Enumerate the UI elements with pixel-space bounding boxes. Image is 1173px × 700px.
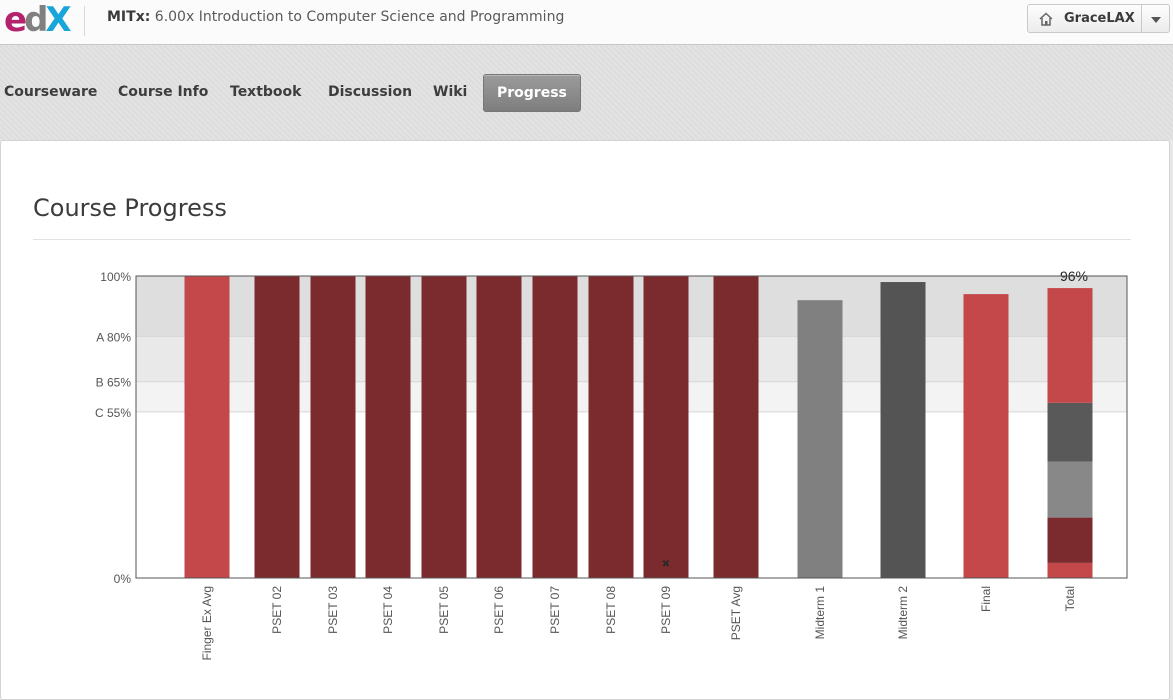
x-tick-label: Final: [979, 586, 993, 612]
total-bar-segment: [1047, 288, 1093, 403]
logo-d: d: [24, 0, 48, 40]
edx-logo[interactable]: edX: [4, 0, 72, 40]
total-bar-segment: [1047, 517, 1093, 563]
title-divider: [33, 239, 1131, 240]
x-tick-label: PSET 06: [492, 586, 506, 634]
bar-pset-08: [588, 276, 634, 578]
y-tick-label: B 65%: [96, 376, 132, 390]
x-tick-label: PSET 03: [326, 586, 340, 634]
x-tick-label: PSET 05: [437, 586, 451, 634]
logo-e: e: [4, 0, 27, 40]
x-tick-label: PSET 09: [659, 586, 673, 634]
bar-pset-avg: [713, 276, 759, 578]
chart-frame: [135, 275, 1128, 579]
y-tick-label: 100%: [100, 270, 131, 284]
y-tick-label: A 80%: [96, 330, 131, 344]
tab-textbook[interactable]: Textbook: [230, 84, 302, 100]
bar-pset-09: [643, 276, 689, 578]
x-tick-label: Finger Ex Avg: [200, 586, 214, 660]
bar-midterm-1: [797, 300, 843, 578]
x-tick-label: PSET 02: [270, 586, 284, 634]
bar-final: [963, 294, 1009, 578]
home-icon: [1039, 12, 1053, 26]
bar-pset-04: [365, 276, 411, 578]
y-tick-label: C 55%: [95, 406, 131, 420]
caret-down-icon: [1151, 17, 1161, 23]
tab-wiki[interactable]: Wiki: [433, 84, 468, 100]
y-tick-label: 0%: [114, 572, 132, 586]
x-tick-label: Midterm 2: [896, 586, 910, 640]
x-tick-label: Total: [1063, 586, 1077, 611]
page-title: Course Progress: [33, 194, 227, 223]
x-tick-label: PSET 04: [381, 586, 395, 634]
top-header: edX MITx: 6.00x Introduction to Computer…: [0, 0, 1173, 45]
logo-x: X: [45, 0, 71, 40]
bar-pset-02: [254, 276, 300, 578]
bar-pset-05: [421, 276, 467, 578]
total-bar-segment: [1047, 402, 1093, 462]
x-tick-label: PSET Avg: [729, 586, 743, 640]
user-name: GraceLAX: [1064, 11, 1135, 26]
user-menu-dropdown[interactable]: [1142, 4, 1170, 33]
course-tabs: Courseware Course Info Textbook Discussi…: [0, 45, 1173, 140]
tab-progress[interactable]: Progress: [483, 74, 581, 112]
header-divider: [84, 6, 85, 36]
user-dashboard-button[interactable]: GraceLAX: [1027, 4, 1142, 33]
bar-pset-07: [532, 276, 578, 578]
dropped-score-marker: ✖: [662, 559, 670, 570]
x-tick-label: Midterm 1: [813, 586, 827, 640]
total-bar-segment: [1047, 562, 1093, 578]
bar-pset-06: [476, 276, 522, 578]
bar-midterm-2: [880, 282, 926, 578]
bar-finger-ex-avg: [184, 276, 230, 578]
total-bar-segment: [1047, 461, 1093, 518]
x-tick-label: PSET 08: [604, 586, 618, 634]
tab-courseware[interactable]: Courseware: [4, 84, 98, 100]
tab-course-info[interactable]: Course Info: [118, 84, 209, 100]
x-tick-label: PSET 07: [548, 586, 562, 634]
course-name: 6.00x Introduction to Computer Science a…: [154, 9, 565, 25]
bar-pset-03: [310, 276, 356, 578]
tab-discussion[interactable]: Discussion: [328, 84, 413, 100]
course-org: MITx:: [107, 9, 151, 25]
course-title: MITx: 6.00x Introduction to Computer Sci…: [107, 9, 564, 25]
